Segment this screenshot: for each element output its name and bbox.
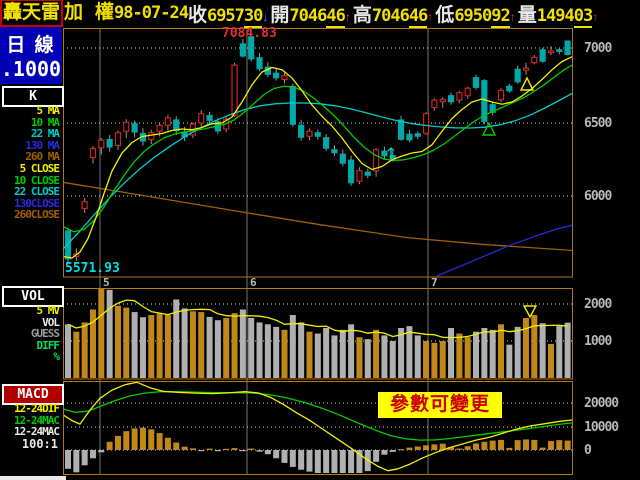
- month-label-5: 5: [103, 276, 110, 289]
- ma-legend-item-3: 130 MA: [25, 138, 60, 152]
- ma-legend: 5 MA 10 MA 22 MA 130 MA 260 MA: [0, 105, 62, 163]
- quote-field-value-3: 695092: [454, 5, 511, 28]
- price-tick-7000: 7000: [584, 41, 612, 56]
- price-tick-6000: 6000: [584, 189, 612, 204]
- month-label-7: 7: [431, 276, 438, 289]
- close-legend-item-3: 130CLOSE: [14, 196, 60, 210]
- period-low-label: 5571.93: [65, 261, 120, 276]
- macd-legend-item-2: 12-24MAC: [14, 425, 60, 439]
- vol-tick-2000: 2000: [584, 297, 612, 312]
- slow-ma-lines: [62, 181, 574, 277]
- k-mode-button[interactable]: K: [2, 86, 64, 107]
- macd-legend-item-1: 12-24MAC: [14, 413, 60, 427]
- signal-markers: [387, 76, 535, 159]
- quote-field-value-4: 149403: [536, 5, 593, 28]
- app-name: 轟天雷: [0, 0, 64, 27]
- macd-histogram: [65, 427, 571, 473]
- vol-legend-item-4: %: [53, 350, 60, 364]
- up-arrow-icon: ↑: [592, 9, 599, 24]
- up-arrow-icon: ↑: [344, 9, 351, 24]
- quote-field-label-0: 收: [187, 4, 207, 26]
- macd-tick-0: 0: [584, 443, 592, 458]
- down-arrow-icon: ↓: [262, 9, 269, 24]
- signal-triangle-up-icon: [519, 76, 535, 91]
- macd-tick-10000: 10000: [584, 420, 619, 435]
- pane-frames: [63, 28, 573, 475]
- signal-triangle-up-icon: [481, 121, 497, 136]
- volume-ma-line: [67, 299, 568, 339]
- macd-mode-button[interactable]: MACD: [2, 384, 64, 405]
- quote-field-label-1: 開: [270, 4, 290, 26]
- close-legend-item-4: 260CLOSE: [14, 208, 60, 222]
- vol-legend-item-2: GUESS: [30, 327, 60, 341]
- market-name: 權: [95, 2, 115, 23]
- ma-legend-item-0: 5 MA: [36, 104, 61, 117]
- scale-ratio-label: 100:1: [21, 437, 58, 451]
- period-param: .1000: [0, 57, 62, 81]
- price-tick-6500: 6500: [584, 116, 612, 131]
- ma-legend-item-4: 260 MA: [25, 150, 60, 164]
- vol-legend: 5 MV VOL GUESS DIFF%: [0, 305, 62, 363]
- close-legend-item-2: 22 CLOSE: [14, 185, 60, 199]
- parameter-note: 參數可變更: [378, 392, 502, 418]
- vol-legend-item-0: 5 MV: [36, 304, 61, 317]
- close-legend-item-0: 5 CLOSE: [19, 162, 60, 175]
- quote-field-label-3: 低: [435, 4, 455, 26]
- quote-field-label-2: 高: [352, 4, 372, 26]
- macd-tick-20000: 20000: [584, 396, 619, 411]
- period-high-label: 7084.83: [222, 26, 277, 41]
- vol-tick-1000: 1000: [584, 334, 612, 349]
- volume-triangle-down-icon: [522, 305, 538, 319]
- vol-mode-button[interactable]: VOL: [2, 286, 64, 307]
- month-label-6: 6: [250, 276, 257, 289]
- signal-arrow-up-icon: [387, 147, 395, 159]
- up-arrow-icon: ↑: [509, 9, 516, 24]
- bottom-left-strip: [0, 476, 66, 480]
- quote-header: 轟天雷 加 權 98-07-24 收695730↓ 開704646↑ 高704646…: [0, 0, 640, 28]
- quote-field-value-1: 704646: [289, 5, 346, 28]
- fast-ma-lines: [62, 55, 574, 259]
- quote-date: 98-07-24: [114, 3, 189, 23]
- quote-field-label-4: 量: [517, 4, 537, 26]
- market-suffix: 加: [64, 2, 84, 23]
- volume-bars: [65, 289, 571, 378]
- vol-legend-item-1: VOL: [42, 315, 60, 329]
- quote-field-value-0: 695730: [206, 5, 263, 28]
- macd-legend: 12-24DIF 12-24MAC 12-24MAC: [0, 403, 62, 438]
- vol-legend-item-3: DIFF: [36, 338, 61, 352]
- ma-legend-item-2: 22 MA: [30, 127, 60, 141]
- quote-field-value-2: 704646: [371, 5, 428, 28]
- dotted-gridlines: [63, 47, 573, 451]
- close-legend-item-1: 10 CLOSE: [14, 173, 60, 187]
- quote-fields: 收695730↓ 開704646↑ 高704646↑ 低695092↑ 量149403↑: [187, 0, 600, 28]
- up-arrow-icon: ↑: [427, 9, 434, 24]
- macd-lines: [62, 381, 574, 472]
- macd-legend-item-0: 12-24DIF: [14, 402, 60, 415]
- volume-marker: [522, 305, 538, 319]
- period-label: 日 線: [6, 35, 56, 56]
- period-panel[interactable]: 日 線 .1000: [0, 27, 62, 84]
- ma-legend-item-1: 10 MA: [30, 115, 60, 129]
- close-legend: 5 CLOSE 10 CLOSE 22 CLOSE 130CLOSE 260CLOSE: [0, 163, 62, 221]
- candlestick-layer: [64, 35, 571, 263]
